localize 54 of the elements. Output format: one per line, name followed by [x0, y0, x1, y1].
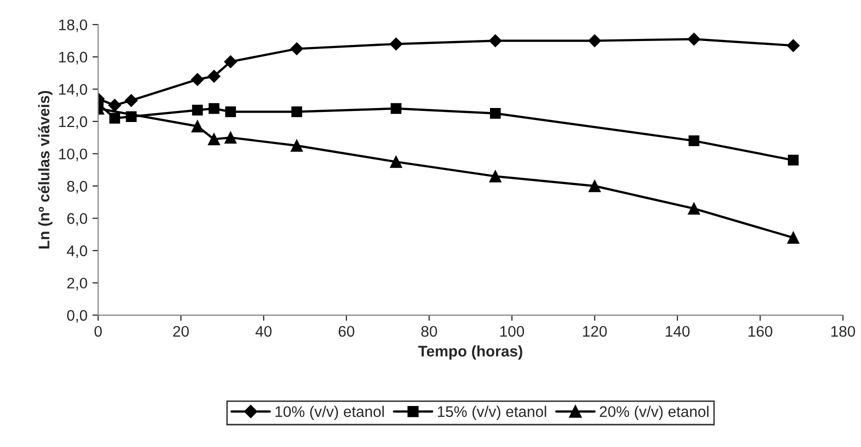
point: [291, 106, 302, 118]
point: [788, 154, 799, 166]
x-tick-label: 100: [500, 326, 524, 337]
legend-label: 10% (v/v) etanol: [276, 406, 384, 420]
y-tick-label: 14,0: [59, 84, 88, 97]
x-tick-label: 160: [748, 326, 772, 337]
x-tick-label: 60: [338, 326, 354, 337]
x-tick-label: 140: [666, 326, 690, 337]
legend-label: 15% (v/v) etanol: [438, 406, 546, 420]
y-tick-label: 2,0: [67, 278, 88, 290]
point: [192, 104, 203, 116]
point: [108, 98, 122, 112]
point: [225, 106, 236, 118]
point: [208, 70, 220, 83]
y-tick-label: 8,0: [67, 180, 88, 194]
point: [688, 135, 700, 146]
point: [688, 202, 700, 215]
point: [191, 73, 204, 86]
y-axis-title: Ln (nº células viáveis): [38, 90, 52, 248]
point: [124, 94, 138, 107]
y-tick-label: 10,0: [59, 148, 88, 162]
legend-label: 20% (v/v) etanol: [600, 406, 708, 420]
x-tick-label: 120: [583, 326, 607, 337]
point: [208, 103, 220, 114]
x-tick-label: 80: [421, 326, 438, 337]
y-tick-label: 6,0: [67, 213, 88, 226]
x-tick-label: 180: [831, 326, 856, 337]
y-tick-label: 16,0: [59, 52, 88, 64]
y-tick-label: 12,0: [59, 116, 88, 129]
point: [688, 32, 700, 46]
point: [787, 232, 800, 244]
point: [208, 133, 220, 146]
point: [109, 112, 120, 124]
y-tick-label: 0,0: [67, 310, 88, 323]
point: [390, 38, 402, 50]
point: [490, 108, 501, 119]
point: [224, 132, 237, 144]
point: [191, 120, 204, 132]
point: [290, 140, 303, 152]
point: [224, 55, 237, 68]
point: [786, 39, 800, 52]
x-tick-label: 40: [256, 326, 272, 337]
point: [390, 156, 402, 168]
x-axis-title: Tempo (horas): [418, 345, 522, 360]
point: [390, 103, 402, 114]
y-tick-label: 18,0: [59, 19, 88, 32]
point: [489, 170, 502, 182]
x-tick-label: 20: [173, 326, 189, 337]
point: [588, 180, 601, 192]
y-tick-label: 4,0: [66, 245, 88, 258]
point: [290, 42, 304, 56]
point: [488, 34, 502, 48]
x-tick-label: 0: [94, 326, 102, 337]
point: [588, 34, 602, 48]
